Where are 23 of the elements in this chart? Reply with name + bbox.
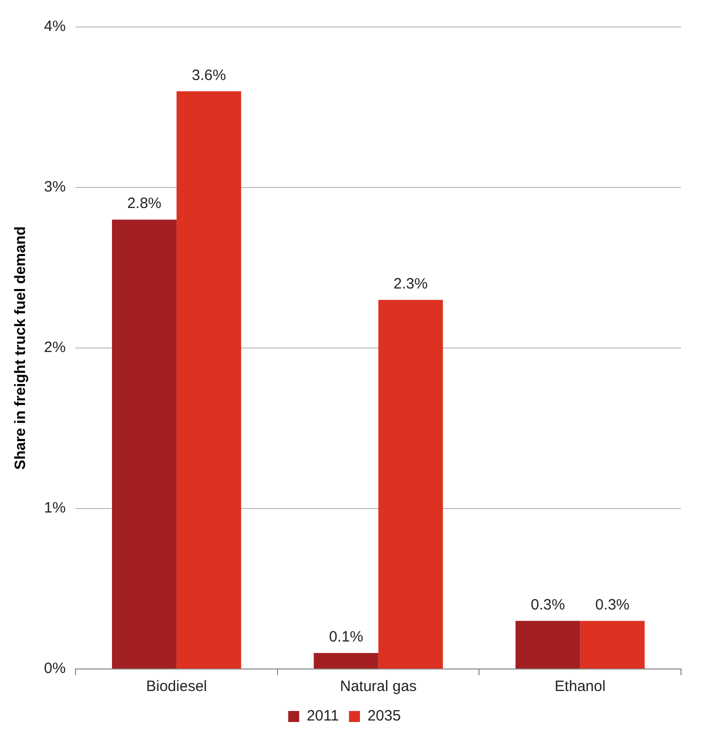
legend-label: 2011 [306,708,339,725]
x-tick-label: Ethanol [554,678,606,696]
data-label: 0.3% [595,596,630,614]
bar [516,620,580,668]
y-tick-label: 1% [44,500,66,517]
data-label: 0.1% [328,628,364,646]
data-label: 2.8% [127,195,162,212]
bar [378,300,443,668]
bar [314,652,378,668]
y-tick-label: 4% [44,18,66,36]
x-tick-label: Biodiesel [146,678,208,696]
data-label: 3.6% [192,66,226,84]
bar [580,620,645,668]
data-label: 0.3% [530,596,565,614]
bar [176,91,242,668]
bar [112,220,177,668]
y-tick-label: 3% [44,178,66,196]
x-tick-label: Natural gas [340,678,417,696]
data-label: 2.3% [394,275,428,292]
y-tick-label: 0% [44,660,66,678]
y-tick-label: 2% [44,339,66,356]
legend-label: 2035 [367,708,401,725]
y-axis-title: Share in freight truck fuel demand [12,226,30,470]
